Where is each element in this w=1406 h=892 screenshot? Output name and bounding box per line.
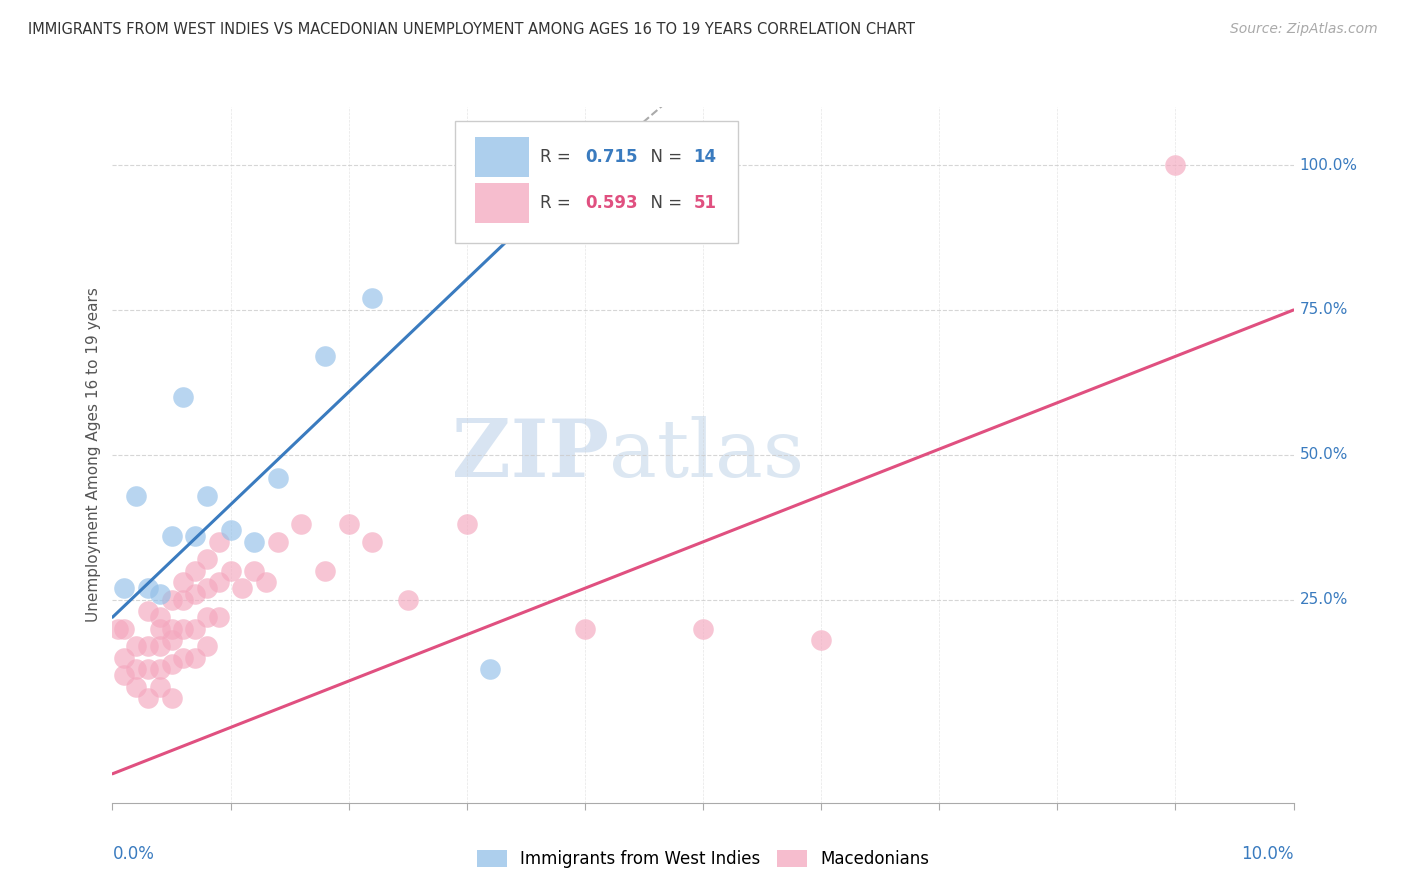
Point <box>810 633 832 648</box>
Point <box>172 592 194 607</box>
FancyBboxPatch shape <box>456 121 738 243</box>
Text: 51: 51 <box>693 194 717 212</box>
Text: atlas: atlas <box>609 416 804 494</box>
Point <box>243 564 266 578</box>
Point <box>184 564 207 578</box>
Point <box>219 523 242 537</box>
FancyBboxPatch shape <box>475 183 530 223</box>
Point <box>208 575 231 590</box>
Point <box>195 552 218 566</box>
Text: 50.0%: 50.0% <box>1299 448 1348 462</box>
Y-axis label: Unemployment Among Ages 16 to 19 years: Unemployment Among Ages 16 to 19 years <box>86 287 101 623</box>
Point <box>136 582 159 596</box>
Text: R =: R = <box>540 194 576 212</box>
Point <box>314 350 336 364</box>
Point <box>125 680 148 694</box>
Point <box>160 592 183 607</box>
Point <box>195 489 218 503</box>
Point <box>136 662 159 676</box>
Text: 25.0%: 25.0% <box>1299 592 1348 607</box>
Point <box>149 680 172 694</box>
Point <box>149 639 172 653</box>
Point <box>243 534 266 549</box>
Point <box>254 575 277 590</box>
Point <box>267 471 290 485</box>
Text: Source: ZipAtlas.com: Source: ZipAtlas.com <box>1230 22 1378 37</box>
Point <box>361 534 384 549</box>
Point <box>172 575 194 590</box>
Point <box>160 622 183 636</box>
Text: IMMIGRANTS FROM WEST INDIES VS MACEDONIAN UNEMPLOYMENT AMONG AGES 16 TO 19 YEARS: IMMIGRANTS FROM WEST INDIES VS MACEDONIA… <box>28 22 915 37</box>
Text: ZIP: ZIP <box>451 416 609 494</box>
Point <box>107 622 129 636</box>
Point <box>112 668 135 682</box>
Point <box>574 622 596 636</box>
Point <box>231 582 253 596</box>
Point <box>160 657 183 671</box>
Text: 14: 14 <box>693 148 717 166</box>
Point <box>195 582 218 596</box>
Point <box>172 622 194 636</box>
Point <box>172 390 194 404</box>
Point <box>456 517 478 532</box>
Text: R =: R = <box>540 148 576 166</box>
Point <box>267 534 290 549</box>
Point <box>1164 158 1187 172</box>
Text: 100.0%: 100.0% <box>1299 158 1357 172</box>
Point <box>125 639 148 653</box>
Point <box>195 639 218 653</box>
Point <box>112 622 135 636</box>
Point <box>184 529 207 543</box>
Text: 10.0%: 10.0% <box>1241 845 1294 863</box>
Point <box>136 639 159 653</box>
Point <box>184 622 207 636</box>
Point <box>337 517 360 532</box>
Text: 0.0%: 0.0% <box>112 845 155 863</box>
Point <box>112 582 135 596</box>
Point <box>396 592 419 607</box>
Point <box>184 587 207 601</box>
Point <box>208 610 231 624</box>
Text: 75.0%: 75.0% <box>1299 302 1348 318</box>
Point <box>219 564 242 578</box>
Point <box>125 489 148 503</box>
Point <box>136 691 159 706</box>
FancyBboxPatch shape <box>475 137 530 178</box>
Point <box>149 587 172 601</box>
Point <box>112 651 135 665</box>
Text: 0.715: 0.715 <box>585 148 637 166</box>
Point <box>184 651 207 665</box>
Point <box>160 529 183 543</box>
Text: N =: N = <box>640 194 688 212</box>
Point <box>208 534 231 549</box>
Point <box>149 610 172 624</box>
Text: 0.593: 0.593 <box>585 194 637 212</box>
Point <box>692 622 714 636</box>
Point <box>149 622 172 636</box>
Point <box>160 691 183 706</box>
Point <box>125 662 148 676</box>
Point <box>479 662 502 676</box>
Text: N =: N = <box>640 148 688 166</box>
Point <box>136 605 159 619</box>
Point <box>314 564 336 578</box>
Point <box>160 633 183 648</box>
Point <box>290 517 312 532</box>
Legend: Immigrants from West Indies, Macedonians: Immigrants from West Indies, Macedonians <box>470 843 936 874</box>
Point <box>172 651 194 665</box>
Point <box>149 662 172 676</box>
Point <box>195 610 218 624</box>
Point <box>361 291 384 305</box>
